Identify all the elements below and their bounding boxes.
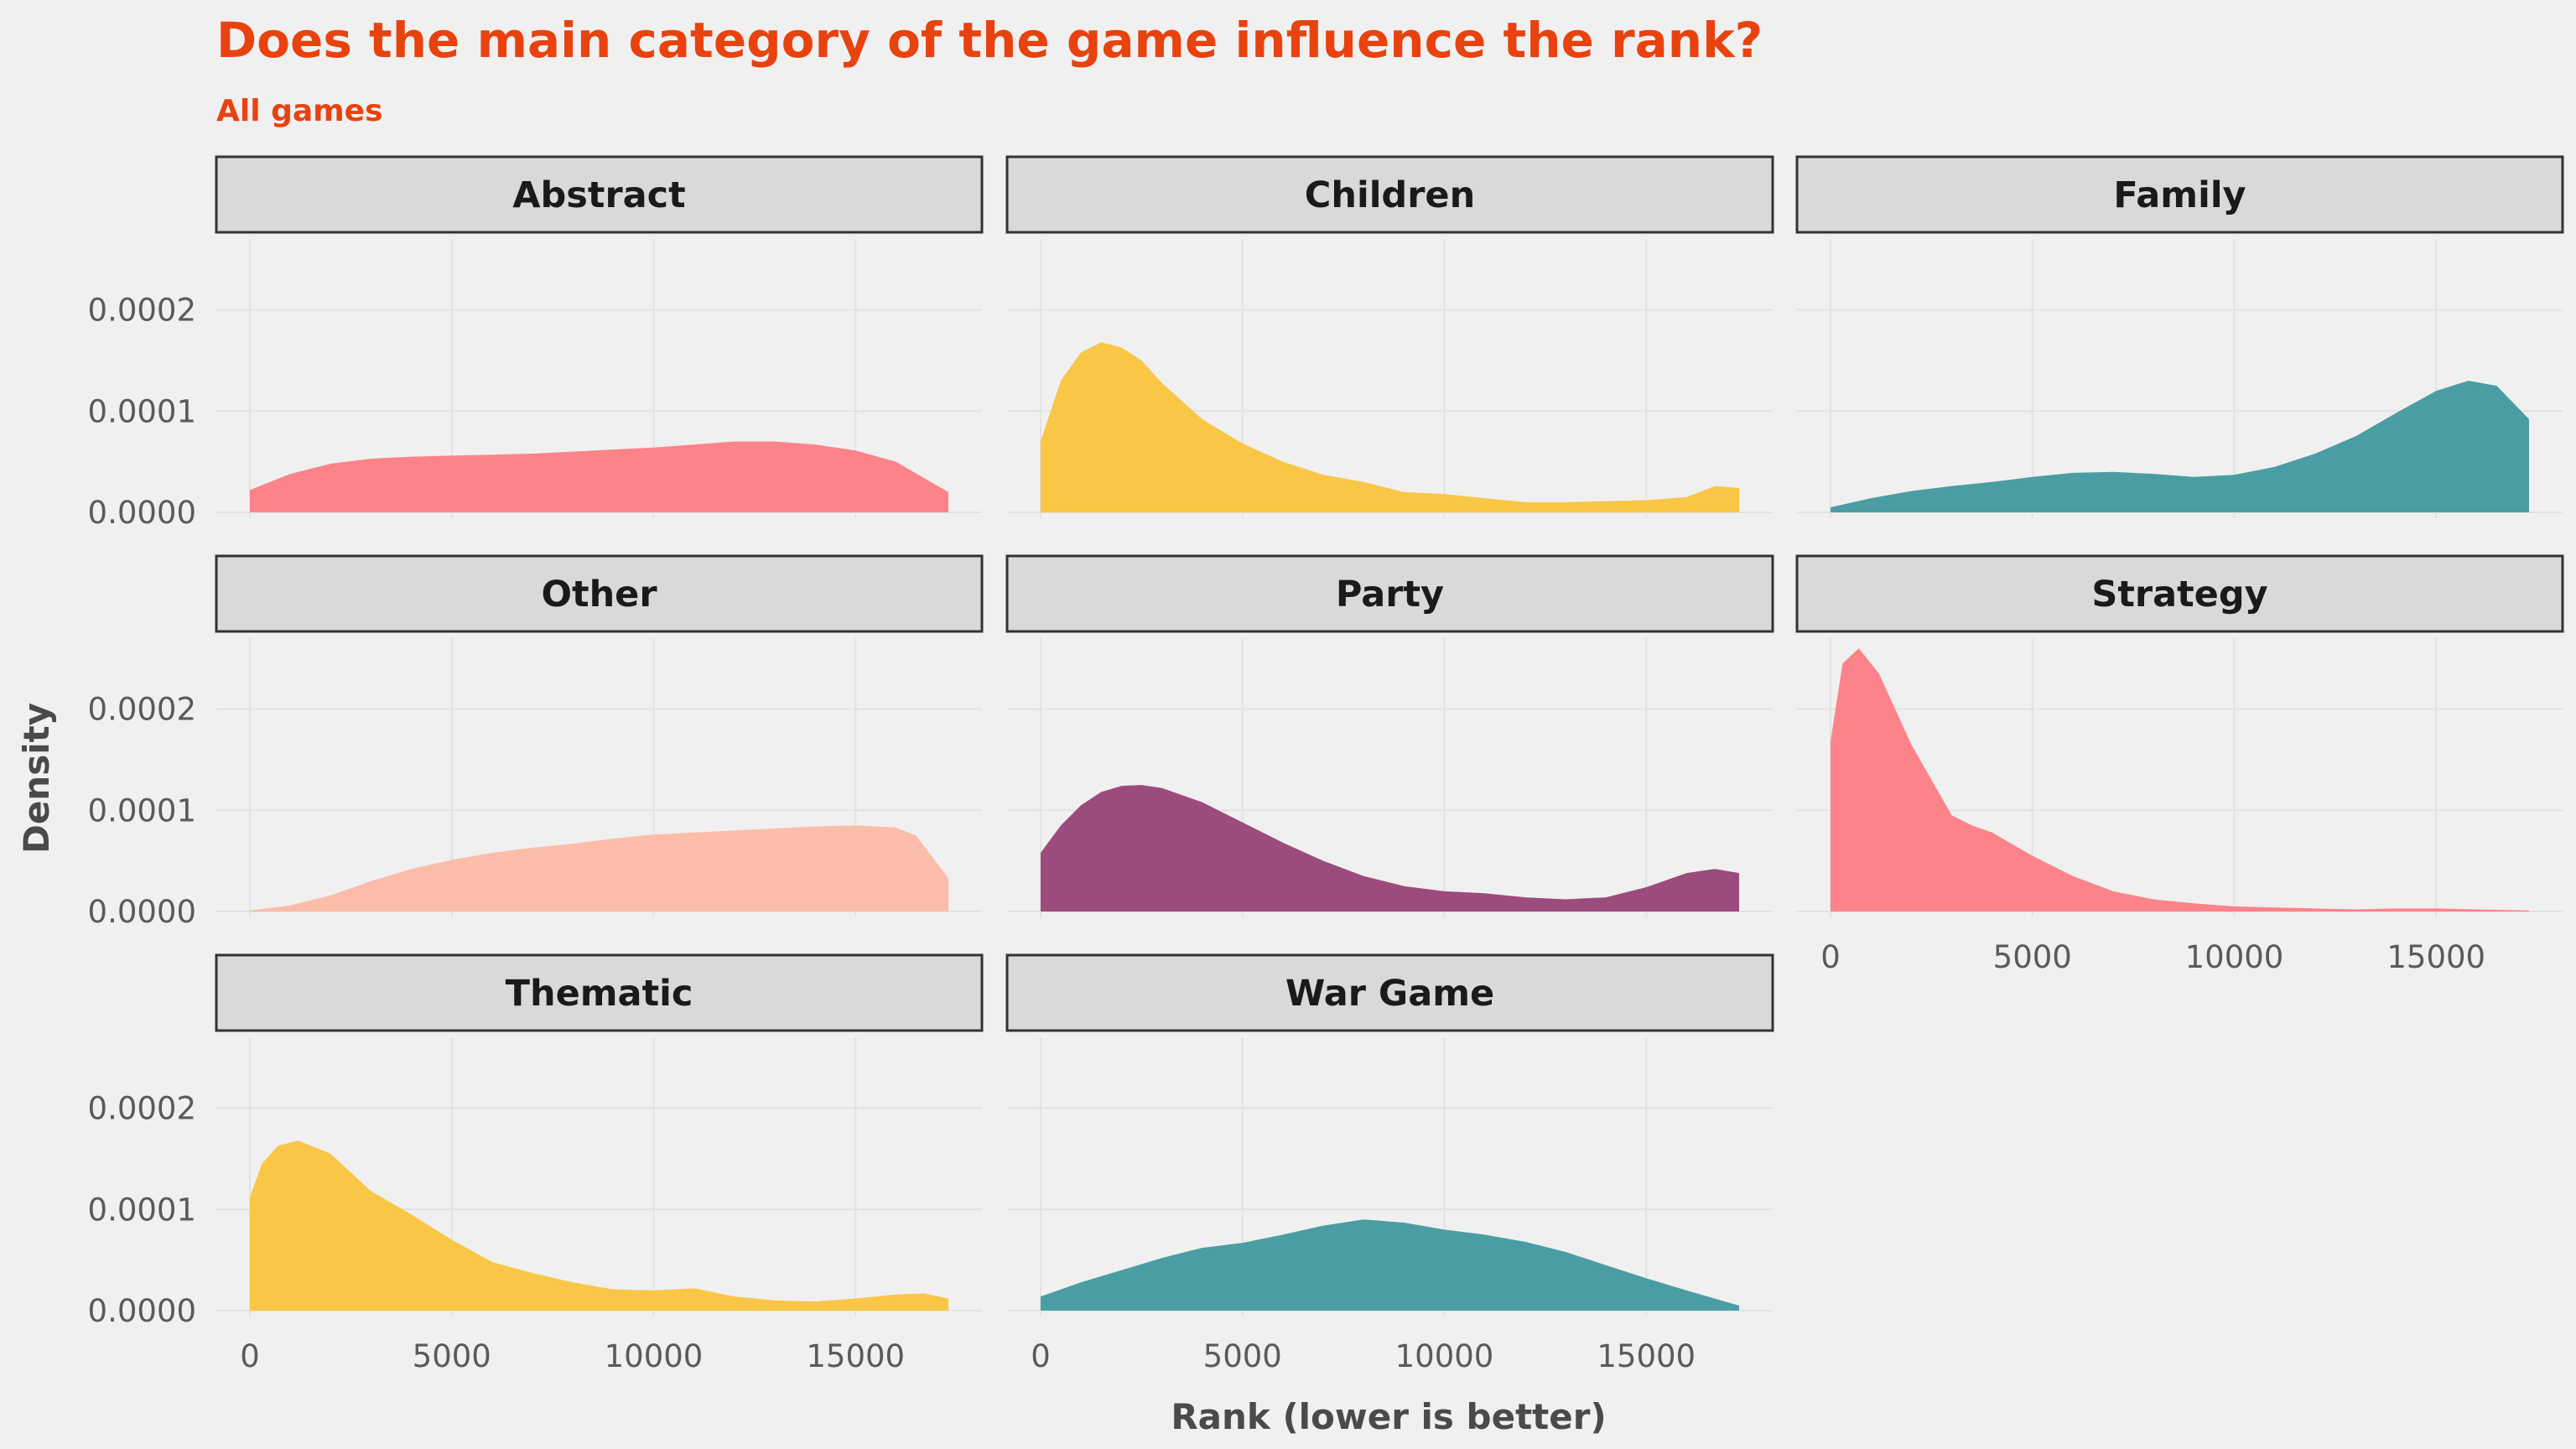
facet-strip (1795, 155, 2564, 234)
x-tick-label: 10000 (605, 1338, 704, 1374)
y-tick-label: 0.0002 (88, 692, 196, 728)
x-tick-label: 15000 (806, 1338, 905, 1374)
facet-strip-label: Party (1336, 574, 1444, 615)
x-tick-label: 5000 (1203, 1338, 1282, 1374)
facet-strip (215, 155, 984, 234)
density-area (1041, 342, 1739, 512)
facet-panels: Abstract 0.0000 0.0001 0.0002 Children Family… (88, 155, 2564, 1374)
x-tick-label: 0 (240, 1338, 260, 1374)
facet-strip-label: Thematic (506, 973, 693, 1015)
facet-strip-label: Abstract (512, 174, 685, 216)
facet-strip-label: War Game (1285, 973, 1494, 1015)
y-tick-label: 0.0002 (88, 1091, 196, 1127)
facet-abstract: Abstract 0.0000 0.0001 0.0002 (88, 155, 984, 531)
facet-strip (215, 953, 984, 1032)
facet-strip-label: Children (1305, 174, 1475, 216)
density-area (250, 825, 948, 911)
y-tick-label: 0.0002 (88, 293, 196, 329)
y-tick-label: 0.0001 (88, 1192, 196, 1228)
facet-other: Other 0.0000 0.0001 0.0002 (88, 554, 984, 930)
y-tick-label: 0.0000 (88, 894, 196, 930)
facet-thematic: Thematic 0.0000 0.0001 0.0002 0 5000 10000 1500… (88, 953, 984, 1374)
y-tick-label: 0.0000 (88, 495, 196, 531)
x-tick-label: 15000 (1597, 1338, 1696, 1374)
density-area (1041, 1219, 1739, 1311)
x-tick-label: 0 (1031, 1338, 1051, 1374)
y-tick-label: 0.0000 (88, 1293, 196, 1329)
facet-party: Party (1005, 554, 1774, 917)
facet-strip (215, 554, 984, 633)
y-tick-label: 0.0001 (88, 792, 196, 828)
density-area (250, 441, 948, 512)
facet-children: Children (1005, 155, 1774, 518)
facet-family: Family (1795, 155, 2564, 518)
chart-title: Does the main category of the game influ… (216, 12, 1763, 69)
x-tick-label: 15000 (2386, 939, 2485, 975)
y-tick-label: 0.0001 (88, 393, 196, 429)
density-area (250, 1140, 948, 1311)
x-tick-label: 5000 (1993, 939, 2072, 975)
facet-strip (1005, 155, 1774, 234)
x-axis-title: Rank (lower is better) (1171, 1396, 1606, 1437)
facet-strip (1795, 554, 2564, 633)
y-axis-title: Density (16, 703, 57, 854)
facet-strip-label: Family (2113, 174, 2246, 216)
x-tick-label: 10000 (2185, 939, 2284, 975)
x-tick-label: 0 (1820, 939, 1841, 975)
facet-strip-label: Strategy (2091, 574, 2267, 615)
facet-strip-label: Other (541, 574, 657, 615)
x-tick-label: 5000 (413, 1338, 491, 1374)
chart-subtitle: All games (216, 94, 383, 128)
facet-strategy: Strategy 0 5000 10000 15000 (1795, 554, 2564, 975)
x-tick-label: 10000 (1395, 1338, 1494, 1374)
density-area (1831, 648, 2529, 911)
facet-strip (1005, 953, 1774, 1032)
density-area (1831, 381, 2529, 512)
facet-war-game: War Game 0 5000 10000 15000 (1005, 953, 1774, 1374)
density-area (1041, 785, 1739, 911)
facet-strip (1005, 554, 1774, 633)
